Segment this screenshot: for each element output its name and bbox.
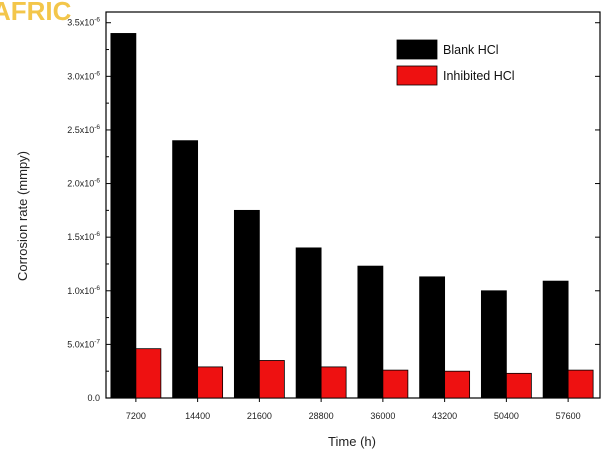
bar-blank-36000 bbox=[357, 265, 384, 399]
y-tick-label: 2.5x10-6 bbox=[67, 124, 100, 135]
bar-blank-7200 bbox=[110, 33, 137, 399]
bar-inhibited-7200 bbox=[135, 348, 162, 399]
bar-inhibited-28800 bbox=[320, 366, 347, 399]
y-axis-title: Corrosion rate (mmpy) bbox=[15, 151, 30, 281]
y-tick-label: 5.0x10-7 bbox=[67, 338, 100, 349]
y-tick-label: 0.0 bbox=[87, 393, 100, 403]
bar-blank-21600 bbox=[233, 209, 260, 399]
bar-blank-57600 bbox=[542, 280, 569, 399]
bar-inhibited-21600 bbox=[258, 360, 285, 399]
y-tick-label: 1.5x10-6 bbox=[67, 231, 100, 242]
plot-frame bbox=[105, 11, 601, 399]
x-tick-label: 57600 bbox=[556, 411, 581, 421]
legend-swatch-inhibited bbox=[396, 65, 438, 86]
bar-blank-43200 bbox=[419, 276, 446, 399]
bar-blank-28800 bbox=[295, 247, 322, 399]
bar-inhibited-50400 bbox=[505, 372, 532, 399]
bar-inhibited-57600 bbox=[567, 369, 594, 399]
bar-blank-50400 bbox=[480, 290, 507, 399]
x-tick-label: 21600 bbox=[247, 411, 272, 421]
legend-label-inhibited: Inhibited HCl bbox=[443, 69, 515, 83]
x-tick-label: 43200 bbox=[432, 411, 457, 421]
x-tick-label: 28800 bbox=[309, 411, 334, 421]
bar-blank-14400 bbox=[172, 140, 199, 399]
legend: Blank HCl Inhibited HCl bbox=[396, 39, 515, 86]
y-tick-label: 3.5x10-6 bbox=[67, 17, 100, 28]
bar-inhibited-14400 bbox=[197, 366, 224, 399]
bar-inhibited-36000 bbox=[382, 369, 409, 399]
x-axis-title: Time (h) bbox=[328, 434, 376, 449]
y-tick-label: 3.0x10-6 bbox=[67, 70, 100, 81]
legend-swatch-blank bbox=[396, 39, 438, 60]
x-tick-label: 14400 bbox=[185, 411, 210, 421]
x-tick-label: 50400 bbox=[494, 411, 519, 421]
watermark-text: AFRIC bbox=[0, 0, 72, 26]
y-tick-label: 2.0x10-6 bbox=[67, 178, 100, 189]
y-tick-label: 1.0x10-6 bbox=[67, 285, 100, 296]
legend-label-blank: Blank HCl bbox=[443, 43, 499, 57]
x-tick-label: 36000 bbox=[370, 411, 395, 421]
x-tick-label: 7200 bbox=[126, 411, 146, 421]
bar-inhibited-43200 bbox=[444, 370, 471, 399]
